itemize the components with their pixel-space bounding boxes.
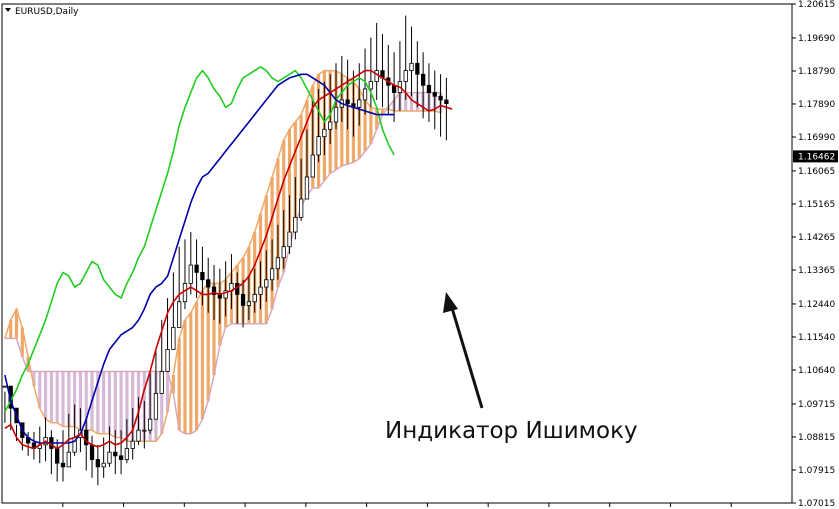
candle-body — [182, 283, 188, 303]
y-tick-label: 1.20615 — [798, 0, 835, 10]
y-tick-label: 1.10640 — [798, 366, 835, 376]
candle-body — [165, 349, 170, 372]
y-tick-label: 1.13365 — [798, 266, 835, 276]
tenkan-sen-line — [4, 69, 453, 450]
candle-body — [159, 371, 164, 394]
candle-body — [171, 327, 176, 350]
candle-body — [147, 418, 153, 431]
candle-body — [177, 301, 182, 328]
candle-body — [113, 451, 118, 457]
candle-body — [293, 216, 298, 233]
y-tick-label: 1.16990 — [798, 133, 835, 143]
y-tick-label: 1.16065 — [798, 167, 835, 177]
candle-body — [246, 301, 252, 306]
chikou-span-line — [4, 66, 395, 413]
annotation-arrow — [450, 307, 484, 409]
candle-body — [287, 231, 292, 248]
candle-body — [304, 176, 310, 200]
y-tick-label: 1.17890 — [798, 100, 835, 110]
candle-body — [223, 290, 228, 299]
candle-body — [206, 279, 211, 288]
candle-body — [333, 106, 339, 123]
candle-body — [194, 264, 199, 273]
candle-body — [107, 451, 112, 464]
candle-body — [444, 99, 449, 105]
candle-body — [368, 81, 374, 90]
candle-body — [264, 279, 269, 288]
chart-title: EURUSD,Daily — [15, 7, 79, 17]
candle-body — [310, 154, 315, 178]
candle-body — [281, 246, 286, 259]
y-tick-label: 1.15165 — [798, 200, 835, 210]
candle-body — [200, 271, 205, 281]
candle-body — [328, 121, 333, 130]
candle-body — [357, 99, 362, 108]
annotation-text: Индикатор Ишимоку — [385, 418, 638, 444]
y-tick-label: 1.18790 — [798, 67, 835, 77]
candle-body — [269, 268, 275, 281]
candle-body — [188, 264, 193, 284]
candle-body — [142, 429, 147, 432]
candle-body — [415, 62, 420, 75]
candle-body — [66, 451, 71, 468]
kijun-sen-line — [4, 73, 395, 444]
candle-body — [426, 84, 432, 94]
candle-body — [153, 393, 159, 420]
candle-body — [438, 95, 443, 101]
current-price-label: 1.16462 — [798, 152, 835, 162]
candle-body — [316, 136, 321, 156]
candle-body — [89, 444, 95, 460]
candle-body — [345, 99, 350, 105]
candle-body — [322, 128, 327, 138]
candle-body — [55, 448, 60, 464]
candle-body — [2, 385, 8, 388]
candle-body — [101, 462, 106, 468]
plot-frame — [1, 3, 793, 504]
candle-body — [130, 440, 135, 449]
candle-body — [95, 459, 100, 468]
senkou-span-a — [4, 69, 441, 442]
candle-body — [275, 257, 281, 270]
current-price-box — [793, 150, 838, 163]
candle-body — [299, 198, 304, 218]
candle-body — [258, 286, 263, 295]
candle-body — [240, 294, 246, 306]
candle-body — [136, 429, 141, 442]
dropdown-arrow-icon — [5, 8, 11, 12]
arrow-head-icon — [443, 292, 458, 313]
candle-body — [403, 70, 408, 83]
candle-body — [124, 448, 130, 460]
candle-body — [235, 283, 240, 295]
candle-body — [252, 294, 257, 303]
candle-body — [362, 88, 368, 101]
senkou-span-b — [4, 91, 441, 435]
y-tick-label: 1.19690 — [798, 34, 835, 44]
candle-body — [420, 73, 426, 86]
candle-body — [60, 462, 66, 468]
candle-body — [118, 455, 124, 460]
y-tick-label: 1.12440 — [798, 300, 835, 310]
y-tick-label: 1.08815 — [798, 433, 835, 443]
y-tick-label: 1.09715 — [798, 400, 835, 410]
y-tick-label: 1.11540 — [798, 333, 835, 343]
candle-body — [211, 286, 217, 295]
y-tick-label: 1.07015 — [798, 499, 835, 509]
candle-body — [374, 70, 379, 83]
candle-body — [84, 429, 89, 446]
candle-body — [409, 62, 414, 71]
y-tick-label: 1.07915 — [798, 466, 835, 476]
candle-body — [432, 92, 437, 97]
y-tick-label: 1.14265 — [798, 233, 835, 243]
